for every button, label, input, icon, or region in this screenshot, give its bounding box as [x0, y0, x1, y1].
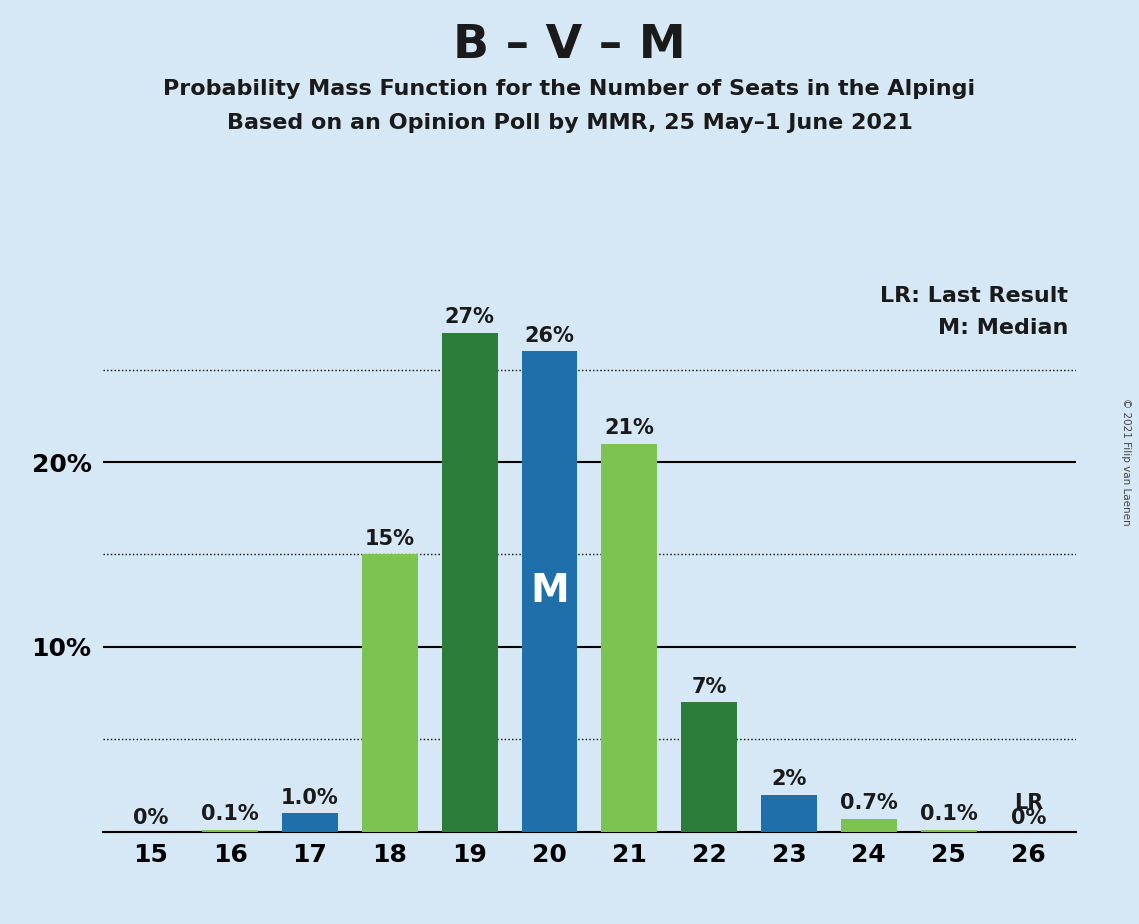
Text: 27%: 27% — [444, 307, 494, 327]
Text: 26%: 26% — [525, 325, 574, 346]
Bar — [362, 554, 418, 832]
Text: 2%: 2% — [771, 769, 806, 789]
Text: M: M — [530, 572, 568, 611]
Text: Probability Mass Function for the Number of Seats in the Alpingi: Probability Mass Function for the Number… — [163, 79, 976, 99]
Text: 0.7%: 0.7% — [839, 793, 898, 813]
Text: B – V – M: B – V – M — [453, 23, 686, 68]
Text: Based on an Opinion Poll by MMR, 25 May–1 June 2021: Based on an Opinion Poll by MMR, 25 May–… — [227, 113, 912, 133]
Text: 0.1%: 0.1% — [920, 804, 977, 824]
Bar — [761, 795, 817, 832]
Text: 0.1%: 0.1% — [202, 804, 259, 824]
Bar — [681, 702, 737, 832]
Bar — [841, 819, 896, 832]
Text: LR: LR — [1014, 793, 1043, 813]
Text: 15%: 15% — [364, 529, 415, 549]
Bar — [522, 351, 577, 832]
Text: 1.0%: 1.0% — [281, 787, 339, 808]
Bar — [203, 830, 259, 832]
Bar — [920, 830, 976, 832]
Text: M: Median: M: Median — [939, 318, 1068, 338]
Text: 0%: 0% — [133, 808, 169, 828]
Text: © 2021 Filip van Laenen: © 2021 Filip van Laenen — [1121, 398, 1131, 526]
Text: 7%: 7% — [691, 676, 727, 697]
Bar — [442, 333, 498, 832]
Text: 21%: 21% — [605, 418, 654, 438]
Bar — [282, 813, 338, 832]
Bar — [601, 444, 657, 832]
Text: LR: Last Result: LR: Last Result — [880, 286, 1068, 307]
Text: 0%: 0% — [1010, 808, 1046, 828]
